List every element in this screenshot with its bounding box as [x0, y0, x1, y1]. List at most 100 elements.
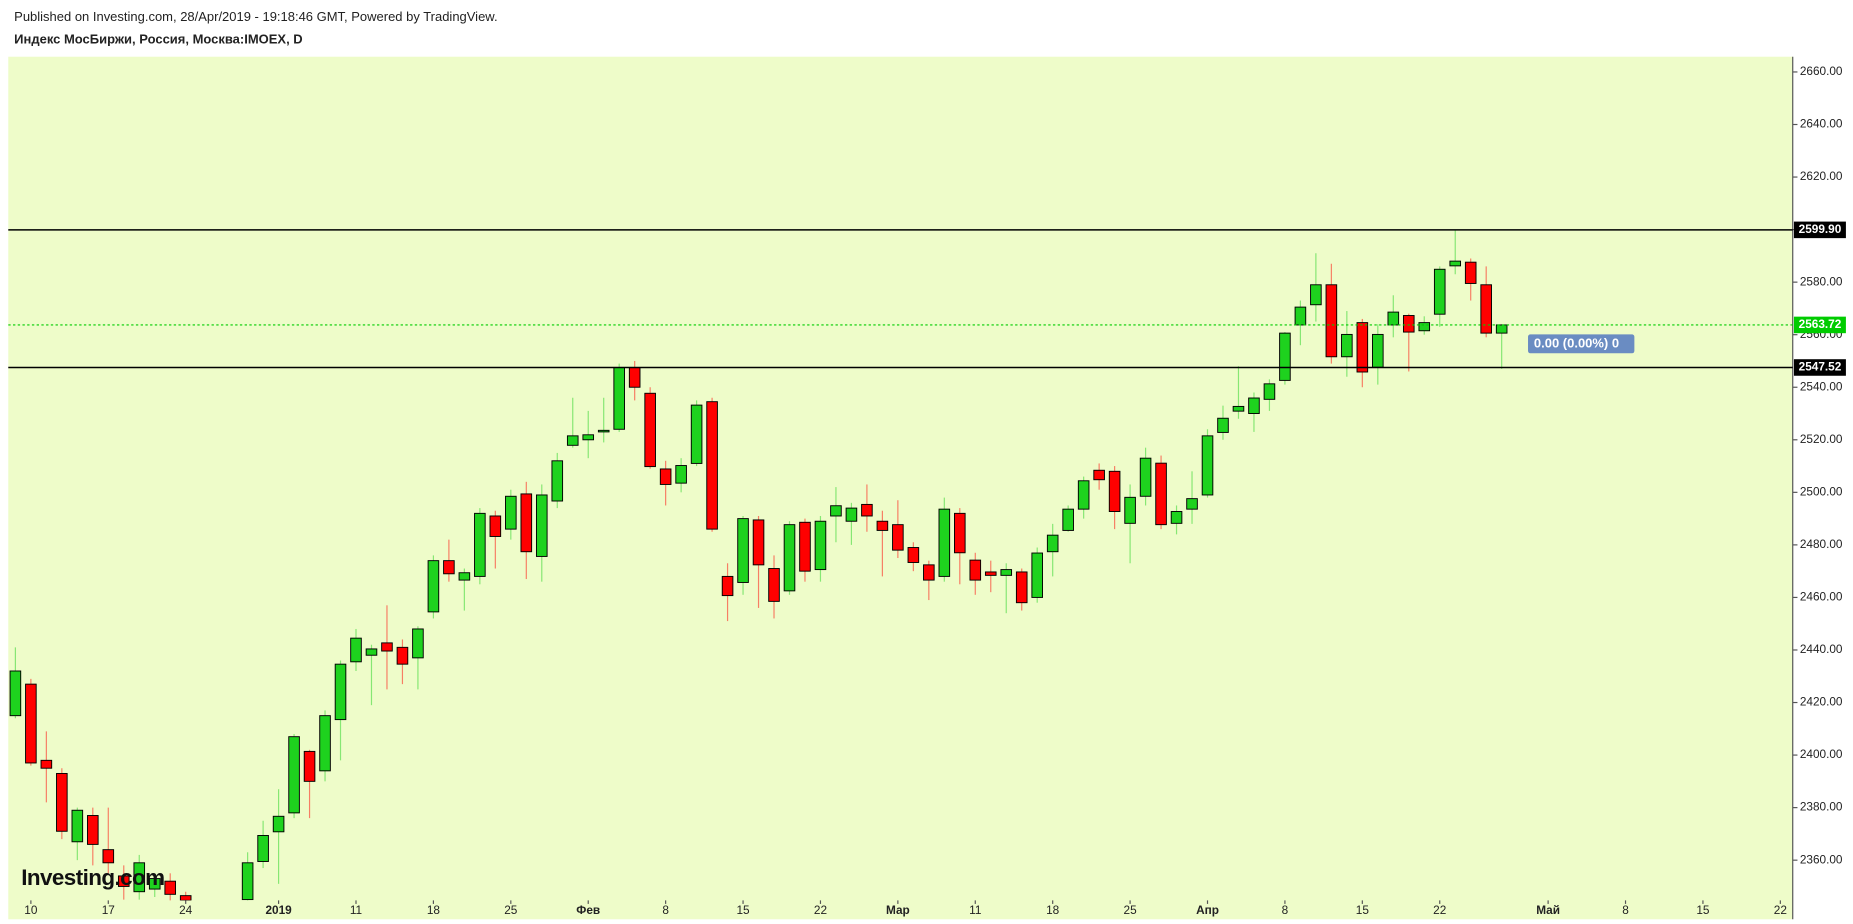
- change-box: [1528, 334, 1635, 354]
- candle-body: [814, 520, 827, 571]
- candle-body: [117, 875, 130, 887]
- candle-body: [427, 560, 440, 613]
- candle-body: [40, 759, 53, 769]
- candle-body: [241, 862, 254, 901]
- candle-body: [597, 429, 610, 433]
- candle-body: [272, 815, 285, 833]
- candle-body: [768, 568, 780, 602]
- candle-body: [535, 494, 548, 557]
- candle-body: [1232, 405, 1245, 412]
- candle-body: [845, 507, 858, 522]
- candle-body: [1186, 498, 1198, 510]
- candle-body: [628, 367, 641, 388]
- x-tick-label: 15: [1356, 903, 1370, 917]
- candle-body: [1170, 511, 1183, 524]
- candle-body: [396, 646, 409, 665]
- plot: [9, 229, 1508, 901]
- candle-body: [1046, 534, 1059, 553]
- candle-body: [458, 572, 471, 581]
- candle-body: [257, 834, 269, 862]
- candle-body: [706, 401, 718, 530]
- candle-body: [907, 547, 920, 563]
- candle-body: [613, 367, 625, 430]
- candle-body: [1279, 332, 1291, 381]
- candle-body: [1387, 311, 1400, 326]
- candle-body: [582, 434, 595, 441]
- candle-body: [1449, 260, 1462, 267]
- y-tick-label: 2400.00: [1800, 747, 1843, 761]
- candle-body: [148, 878, 161, 890]
- candle-body: [1263, 383, 1276, 400]
- candle-body: [1062, 508, 1074, 531]
- candle-body: [923, 564, 935, 581]
- candle-body: [1077, 480, 1090, 510]
- candle-body: [1433, 268, 1446, 315]
- candle-body: [938, 508, 951, 577]
- candle-body: [1015, 571, 1028, 604]
- candle-body: [675, 465, 687, 484]
- candle-body: [783, 524, 796, 592]
- x-tick-label: 24: [179, 903, 193, 917]
- candle-body: [1093, 469, 1105, 481]
- x-tick-label: 22: [814, 903, 827, 917]
- candle-body: [690, 404, 703, 464]
- candle-body: [830, 505, 842, 517]
- candle-body: [87, 815, 99, 845]
- x-tick-label: 18: [427, 903, 441, 917]
- y-tick-label: 2440.00: [1800, 642, 1843, 656]
- candle-body: [1031, 552, 1043, 598]
- candle-body: [1372, 333, 1384, 368]
- candle-body: [334, 663, 347, 721]
- candle-body: [443, 560, 455, 575]
- candle-body: [56, 772, 68, 832]
- candle-body: [1248, 397, 1260, 414]
- candle-body: [1294, 306, 1307, 326]
- candle-body: [969, 559, 982, 581]
- x-tick-label: 18: [1046, 903, 1060, 917]
- candle-body: [133, 862, 146, 893]
- candle-body: [365, 648, 378, 656]
- candle-body: [1402, 315, 1415, 333]
- plot-background: [8, 56, 1793, 920]
- y-tick-label: 2420.00: [1800, 695, 1843, 709]
- candle-body: [1341, 333, 1353, 358]
- x-tick-label: 8: [662, 903, 669, 917]
- candle-body: [25, 683, 37, 764]
- candle-body: [861, 503, 873, 517]
- candle-body: [303, 750, 316, 782]
- y-tick-label: 2640.00: [1800, 117, 1843, 131]
- candle-body: [179, 895, 192, 901]
- x-tick-label: 10: [24, 903, 38, 917]
- candle-body: [381, 642, 393, 652]
- x-tick-label: Фев: [576, 903, 600, 917]
- price-label-box: [1793, 316, 1846, 334]
- candle-body: [164, 880, 177, 895]
- symbol-title: Индекс МосБиржи, Россия, Москва:IMOEX, D: [14, 32, 303, 47]
- candle-body: [71, 809, 84, 843]
- candle-body: [350, 637, 362, 663]
- candle-body: [319, 715, 331, 772]
- candle-body: [1464, 261, 1477, 284]
- x-tick-label: 8: [1622, 903, 1629, 917]
- candle-body: [752, 519, 765, 566]
- candle-body: [799, 521, 811, 572]
- y-tick-label: 2380.00: [1800, 800, 1843, 814]
- candle-body: [9, 670, 22, 717]
- candle-body: [412, 628, 424, 659]
- price-label: 2599.90: [1799, 222, 1842, 236]
- candle-body: [288, 736, 300, 814]
- candle-body: [892, 524, 904, 551]
- candle-body: [721, 575, 734, 597]
- price-label: 2547.52: [1799, 360, 1842, 374]
- y-tick-label: 2620.00: [1800, 169, 1843, 183]
- x-tick-label: Мар: [886, 903, 910, 917]
- candle-body: [474, 512, 486, 577]
- x-tick-label: 25: [504, 903, 518, 917]
- y-tick-label: 2460.00: [1800, 590, 1843, 604]
- candle-body: [1217, 417, 1229, 433]
- candle-body: [1310, 284, 1322, 306]
- candle-body: [1139, 457, 1152, 497]
- candle-body: [520, 493, 533, 553]
- x-tick-label: 22: [1774, 903, 1787, 917]
